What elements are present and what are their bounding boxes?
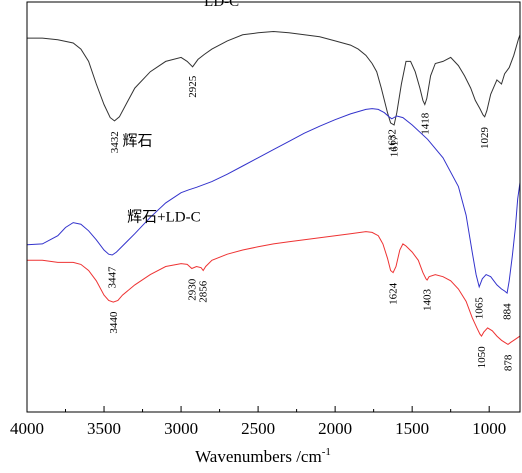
x-axis-title-text: Wavenumbers /cm: [195, 447, 322, 466]
series-label-3: 辉石+LD-C: [127, 208, 200, 225]
axis-layer: 4000 3500 3000 2500 2000 1500 1000: [10, 1, 521, 438]
x-tick-label: 3500: [87, 419, 121, 438]
x-tick-label: 2000: [318, 419, 352, 438]
x-tick-label: 2500: [241, 419, 275, 438]
peak-label: 1418: [419, 112, 431, 135]
peak-label: 1029: [479, 127, 491, 150]
series-line-1: [27, 30, 521, 126]
x-axis-title: Wavenumbers /cm-1: [195, 446, 331, 466]
peak-label: 2930: [186, 278, 198, 301]
series-label-2: 辉石: [123, 133, 153, 150]
peak-label: 1403: [422, 289, 434, 312]
peak-label: 878: [503, 354, 515, 371]
peak-label: 1617: [389, 135, 401, 158]
peak-label: 1065: [474, 297, 486, 320]
x-axis-title-superscript: -1: [322, 446, 331, 458]
x-tick-label: 1000: [472, 419, 506, 438]
peak-label: 3432: [109, 131, 121, 153]
plot-frame: [26, 1, 521, 413]
series-layer: [26, 30, 521, 346]
peak-label: 2856: [198, 280, 210, 303]
peak-label: 884: [502, 303, 514, 320]
peak-label: 1624: [388, 282, 400, 305]
series-line-2: [26, 108, 521, 295]
peak-label: 3440: [108, 311, 120, 334]
x-tick-label: 4000: [10, 419, 44, 438]
series-label-1: LD-C: [204, 0, 239, 10]
peak-label: 1632: [386, 129, 398, 151]
peak-label: 3447: [107, 266, 119, 289]
x-tick-label: 3000: [164, 419, 198, 438]
peak-label: 1050: [476, 346, 488, 369]
peak-label: 2925: [187, 75, 199, 98]
series-line-3: [27, 231, 521, 346]
x-tick-label: 1500: [395, 419, 429, 438]
